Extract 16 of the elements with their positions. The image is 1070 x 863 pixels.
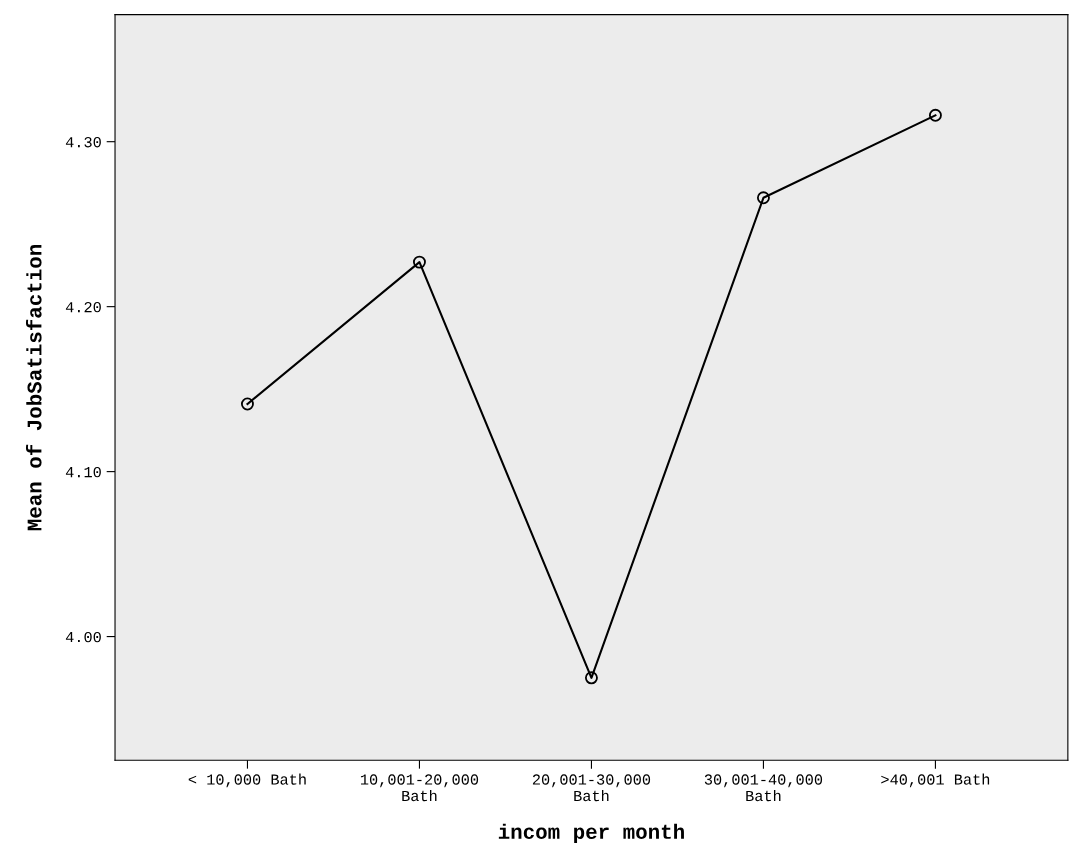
y-tick-label: 4.30 [65, 137, 101, 148]
x-tick-label: 10,001-20,000 Bath [360, 774, 479, 802]
y-axis-title: Mean of JobSatisfaction [25, 245, 42, 531]
x-tick-label: >40,001 Bath [881, 773, 990, 788]
point [756, 191, 770, 205]
x-tick-label: < 10,000 Bath [188, 773, 306, 788]
y-tick-label: 4.20 [65, 301, 101, 313]
x-axis-title: incom per month [498, 823, 684, 844]
point [584, 671, 598, 685]
point [928, 108, 942, 122]
x-tick-label: 30,001-40,000 Bath [704, 774, 823, 802]
y-tick-label: 4.00 [65, 631, 101, 643]
x-tick-label: 20,001-30,000 Bath [532, 774, 651, 802]
y-tick-label: 4.10 [65, 466, 101, 478]
point [240, 397, 254, 411]
point [412, 255, 426, 269]
